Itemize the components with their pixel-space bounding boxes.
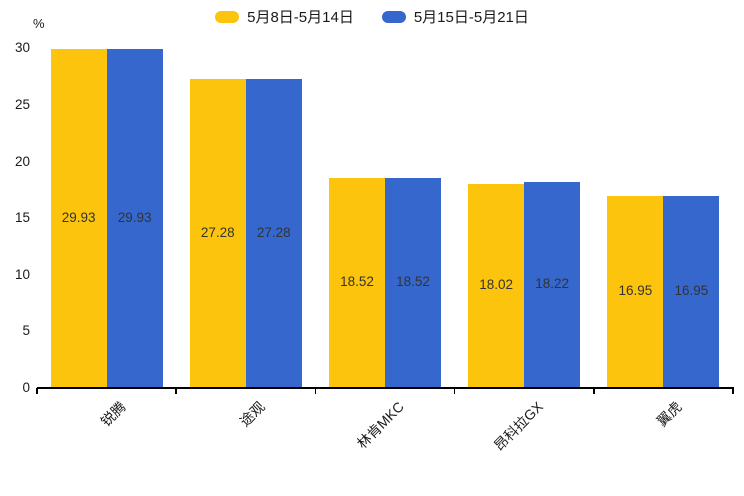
- bar-锐腾-series-2[interactable]: [106, 49, 163, 388]
- x-axis-tick: [314, 388, 317, 394]
- x-axis-label-2: 途观: [236, 398, 268, 430]
- y-axis-tick-label: 20: [14, 153, 30, 169]
- legend-label: 5月15日-5月21日: [413, 9, 529, 26]
- x-axis-label-1: 锐腾: [97, 398, 129, 430]
- bar-途观-series-2[interactable]: [245, 79, 302, 388]
- bar-途观-series-1[interactable]: [189, 79, 246, 388]
- y-axis-tick-label: 0: [22, 380, 30, 395]
- x-axis-tick: [732, 388, 734, 394]
- bar-林肯MKC-series-2[interactable]: [385, 178, 441, 388]
- x-axis-tick: [453, 388, 456, 394]
- legend-item-series-1[interactable]: 5月8日-5月14日: [215, 6, 354, 27]
- y-axis-tick-label: 15: [14, 210, 30, 226]
- bar-昂科拉GX-series-1[interactable]: [468, 183, 525, 388]
- y-axis-tick-label: 25: [14, 96, 30, 112]
- legend-label: 5月8日-5月14日: [247, 9, 354, 26]
- bar-林肯MKC-series-1[interactable]: [329, 178, 385, 388]
- y-axis-unit-label: %: [33, 16, 45, 31]
- legend-swatch-icon: [215, 10, 240, 23]
- x-axis-label-3: 林肯MKC: [353, 398, 407, 452]
- bar-昂科拉GX-series-2[interactable]: [524, 181, 581, 388]
- x-axis-line: [37, 387, 734, 389]
- y-axis-tick-label: 30: [14, 40, 30, 56]
- bar-锐腾-series-1[interactable]: [50, 49, 107, 388]
- bar-翼虎-series-1[interactable]: [607, 196, 664, 388]
- x-axis-tick: [593, 388, 595, 394]
- legend-swatch-icon: [381, 10, 406, 23]
- y-axis-tick-label: 5: [22, 323, 30, 339]
- x-axis-tick: [36, 388, 38, 394]
- legend: 5月8日-5月14日 5月15日-5月21日: [0, 6, 744, 27]
- x-axis-tick: [175, 388, 177, 394]
- bar-翼虎-series-2[interactable]: [663, 196, 720, 388]
- legend-item-series-2[interactable]: 5月15日-5月21日: [381, 6, 529, 27]
- y-axis-tick-label: 10: [14, 266, 30, 282]
- x-axis-label-5: 翼虎: [654, 398, 686, 430]
- x-axis-label-4: 昂科拉GX: [490, 398, 546, 454]
